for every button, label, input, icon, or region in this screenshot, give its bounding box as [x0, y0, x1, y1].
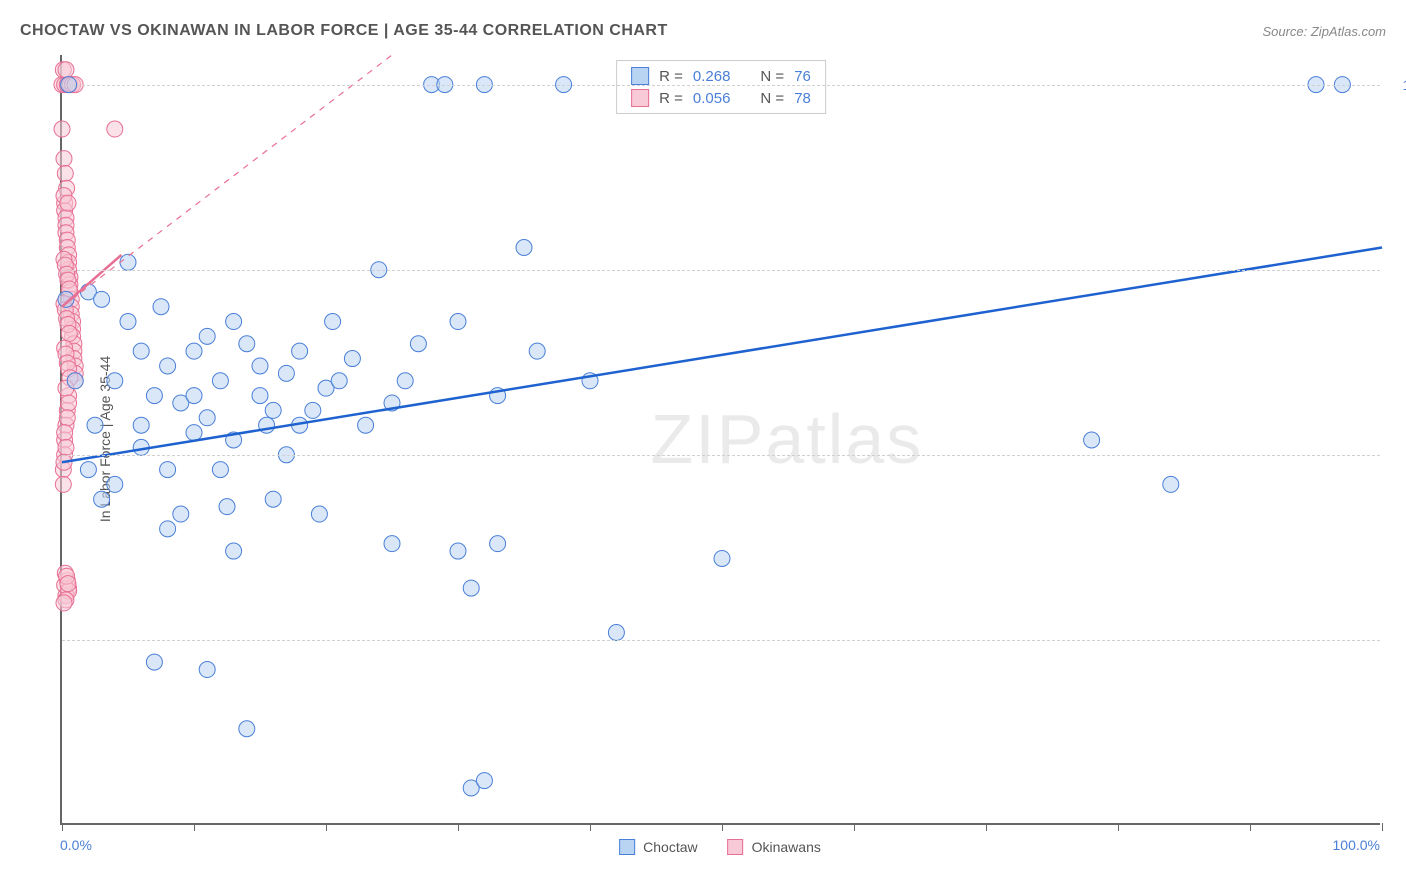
plot-container: In Labor Force | Age 35-44 ZIPatlas R = …: [60, 55, 1380, 825]
x-tick: [194, 823, 195, 831]
legend-item-choctaw: Choctaw: [619, 839, 697, 855]
grid-line: [62, 270, 1380, 271]
r-value-2: 0.056: [693, 90, 731, 107]
x-max-label: 100.0%: [1333, 837, 1380, 853]
n-label-2: N =: [760, 90, 784, 107]
stats-row-2: R = 0.056 N = 78: [631, 89, 811, 107]
x-tick: [326, 823, 327, 831]
legend-label-2: Okinawans: [752, 839, 821, 855]
legend-label-1: Choctaw: [643, 839, 697, 855]
x-tick: [986, 823, 987, 831]
legend-swatch-pink: [728, 839, 744, 855]
x-tick: [854, 823, 855, 831]
grid-line: [62, 640, 1380, 641]
stats-swatch-blue: [631, 67, 649, 85]
n-label-1: N =: [760, 68, 784, 85]
plot-area: In Labor Force | Age 35-44 ZIPatlas R = …: [60, 55, 1380, 825]
legend-item-okinawans: Okinawans: [728, 839, 821, 855]
x-tick: [590, 823, 591, 831]
n-value-2: 78: [794, 90, 811, 107]
r-value-1: 0.268: [693, 68, 731, 85]
stats-row-1: R = 0.268 N = 76: [631, 67, 811, 85]
r-label-1: R =: [659, 68, 683, 85]
x-min-label: 0.0%: [60, 837, 92, 853]
stats-swatch-pink: [631, 89, 649, 107]
grid-line: [62, 455, 1380, 456]
x-tick: [62, 823, 63, 831]
chart-title: CHOCTAW VS OKINAWAN IN LABOR FORCE | AGE…: [20, 22, 668, 40]
x-tick: [1250, 823, 1251, 831]
r-label-2: R =: [659, 90, 683, 107]
x-tick: [722, 823, 723, 831]
n-value-1: 76: [794, 68, 811, 85]
x-tick: [1118, 823, 1119, 831]
stats-box: R = 0.268 N = 76 R = 0.056 N = 78: [616, 60, 826, 114]
x-legend: Choctaw Okinawans: [619, 839, 821, 855]
x-tick: [458, 823, 459, 831]
y-tick-label: 100.0%: [1403, 77, 1406, 93]
grid-line: [62, 85, 1380, 86]
x-tick: [1382, 823, 1383, 831]
legend-swatch-blue: [619, 839, 635, 855]
source-label: Source: ZipAtlas.com: [1262, 24, 1386, 39]
scatter-svg: [62, 55, 1382, 825]
